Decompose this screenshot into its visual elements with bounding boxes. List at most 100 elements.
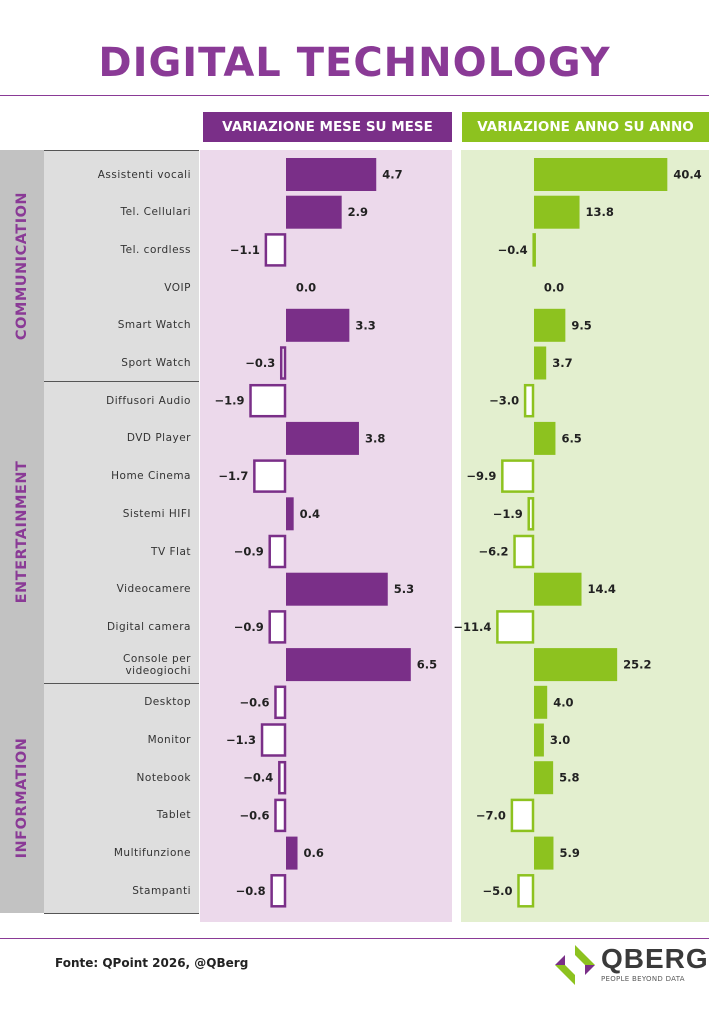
mom-bar-7 <box>286 421 359 455</box>
yoy-value-label-3: 0.0 <box>544 281 564 295</box>
yoy-value-label-7: 6.5 <box>561 431 581 445</box>
row-label-12: Digital camera <box>106 620 191 633</box>
mom-value-label-2: −1.1 <box>230 243 260 257</box>
mom-value-label-6: −1.9 <box>215 394 245 408</box>
row-label-16: Notebook <box>136 771 191 784</box>
row-label-2: Tel. cordless <box>120 243 191 256</box>
yoy-bar-19 <box>517 874 535 908</box>
mom-value-label-5: −0.3 <box>245 356 275 370</box>
yoy-value-label-15: 3.0 <box>550 733 570 747</box>
yoy-value-label-16: 5.8 <box>559 771 579 785</box>
yoy-bar-10 <box>513 534 535 569</box>
row-label-15: Monitor <box>147 734 191 746</box>
mom-bar-6 <box>249 383 287 418</box>
row-label-14: Desktop <box>144 696 191 709</box>
yoy-bar-7 <box>534 421 556 455</box>
row-label-18: Multifunzione <box>113 847 191 860</box>
row-label-0: Assistenti vocali <box>97 168 191 181</box>
yoy-panel <box>461 150 709 922</box>
source-note: Fonte: QPoint 2026, @QBerg <box>55 956 249 970</box>
mom-value-label-10: −0.9 <box>234 545 264 559</box>
yoy-bar-12 <box>496 610 535 644</box>
mom-value-label-13: 6.5 <box>417 658 437 672</box>
yoy-bar-14 <box>534 685 548 719</box>
mom-value-label-11: 5.3 <box>394 582 414 596</box>
mom-value-label-1: 2.9 <box>348 205 368 219</box>
mom-bar-4 <box>286 308 350 342</box>
mom-bar-11 <box>286 572 388 606</box>
mom-bar-14 <box>274 685 287 720</box>
row-label-8: Home Cinema <box>111 470 191 483</box>
mom-bar-1 <box>286 195 342 229</box>
row-label-6: Diffusori Audio <box>106 394 191 407</box>
yoy-value-label-9: −1.9 <box>493 507 523 521</box>
mom-value-label-17: −0.6 <box>239 808 269 822</box>
yoy-value-label-2: −0.4 <box>498 243 528 257</box>
mom-bar-9 <box>286 497 294 531</box>
yoy-value-label-6: −3.0 <box>489 394 519 408</box>
mom-value-label-18: 0.6 <box>304 846 324 860</box>
mom-bar-16 <box>278 760 287 795</box>
yoy-bar-13 <box>534 648 618 682</box>
mom-bar-17 <box>274 798 287 833</box>
group-separator-3 <box>44 913 199 914</box>
mom-value-label-8: −1.7 <box>218 469 248 483</box>
yoy-bar-15 <box>534 723 544 757</box>
group-separator-2 <box>44 682 199 684</box>
yoy-value-label-0: 40.4 <box>673 168 701 182</box>
row-label-10: TV Flat <box>151 545 191 558</box>
yoy-bar-8 <box>501 459 535 493</box>
yoy-value-label-8: −9.9 <box>466 469 496 483</box>
mom-bar-10 <box>268 534 287 569</box>
yoy-value-label-1: 13.8 <box>586 205 614 219</box>
mom-bar-2 <box>264 233 287 267</box>
row-label-1: Tel. Cellulari <box>120 206 191 219</box>
row-label-3: VOIP <box>164 281 191 294</box>
mom-value-label-7: 3.8 <box>365 431 385 445</box>
group-separator-1 <box>44 381 199 383</box>
yoy-bar-4 <box>534 308 566 342</box>
mom-value-label-19: −0.8 <box>236 884 266 898</box>
mom-value-label-3: 0.0 <box>296 281 316 295</box>
footer-divider <box>0 938 709 939</box>
yoy-value-label-17: −7.0 <box>476 808 506 822</box>
group-separator-0 <box>44 150 199 151</box>
mom-bar-5 <box>279 346 287 380</box>
yoy-value-label-14: 4.0 <box>553 695 573 709</box>
mom-bar-8 <box>253 459 287 493</box>
yoy-header: VARIAZIONE ANNO SU ANNO <box>462 112 709 142</box>
mom-value-label-4: 3.3 <box>355 318 375 332</box>
yoy-value-label-18: 5.9 <box>559 846 579 860</box>
yoy-value-label-5: 3.7 <box>552 356 572 370</box>
qberg-logo: QBERG PEOPLE BEYOND DATA <box>553 943 708 991</box>
row-label-4: Smart Watch <box>117 319 191 332</box>
yoy-bar-5 <box>534 346 547 380</box>
row-label-13: Console per videogiochi <box>123 652 191 677</box>
mom-value-label-14: −0.6 <box>239 695 269 709</box>
row-label-9: Sistemi HIFI <box>122 507 191 520</box>
yoy-bar-1 <box>534 195 580 229</box>
category-strip <box>0 150 44 913</box>
yoy-bar-11 <box>534 572 582 606</box>
yoy-bar-17 <box>510 798 535 833</box>
yoy-value-label-10: −6.2 <box>479 545 509 559</box>
row-label-7: DVD Player <box>126 432 191 445</box>
yoy-value-label-11: 14.4 <box>588 582 616 596</box>
yoy-bar-2 <box>532 233 536 267</box>
yoy-bar-0 <box>534 158 668 191</box>
mom-bar-15 <box>260 723 287 757</box>
row-label-5: Sport Watch <box>121 357 191 369</box>
mom-bar-12 <box>268 610 287 644</box>
mom-bar-19 <box>270 874 287 908</box>
mom-bar-18 <box>286 836 298 870</box>
yoy-bar-9 <box>527 497 535 531</box>
mom-value-label-9: 0.4 <box>300 507 320 521</box>
yoy-value-label-12: −11.4 <box>453 620 491 634</box>
yoy-bar-6 <box>523 383 535 418</box>
row-label-19: Stampanti <box>132 884 191 897</box>
mom-panel <box>200 150 452 922</box>
title-divider <box>0 95 709 96</box>
logo-wordmark: QBERG <box>601 943 709 974</box>
label-column <box>44 150 199 913</box>
